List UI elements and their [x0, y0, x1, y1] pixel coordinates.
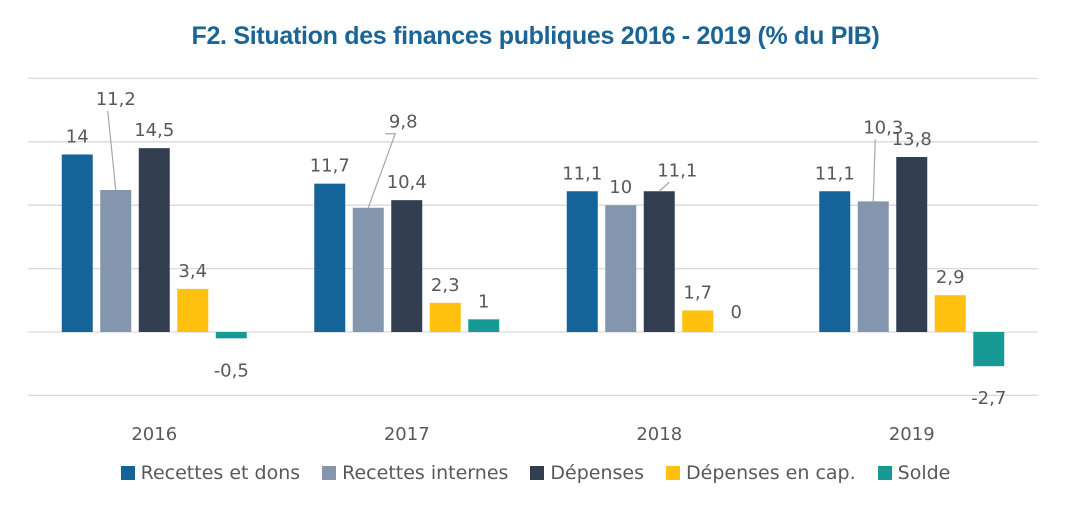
data-label: 1,7 — [683, 282, 712, 303]
leader-line — [658, 181, 670, 192]
bars — [61, 148, 1005, 367]
legend-item: Recettes internes — [322, 462, 508, 484]
bar — [643, 191, 675, 332]
legend-label: Recettes internes — [342, 462, 509, 484]
x-tick-label: 2017 — [384, 424, 430, 445]
leader-line — [872, 139, 876, 202]
data-label: 1 — [478, 291, 489, 312]
data-label: 11,1 — [657, 160, 697, 181]
legend-swatch — [120, 466, 135, 480]
data-label: 10,3 — [863, 117, 903, 138]
data-label: 11,7 — [310, 156, 350, 177]
bar — [177, 288, 209, 332]
data-label: 11,1 — [815, 163, 855, 184]
data-label: 2,9 — [936, 267, 965, 288]
bar — [605, 205, 637, 332]
x-tick-label: 2019 — [889, 424, 935, 445]
bar — [138, 148, 170, 332]
legend-label: Dépenses en cap. — [686, 462, 856, 484]
leader-lines — [107, 110, 876, 208]
legend-item: Dépenses — [530, 462, 644, 484]
leader-line — [367, 133, 397, 208]
legend-item: Dépenses en cap. — [666, 462, 856, 484]
data-label: 10,4 — [387, 172, 427, 193]
legend: Recettes et dons Recettes internes Dépense… — [0, 462, 1071, 484]
chart-title: F2. Situation des finances publiques 201… — [191, 22, 880, 50]
bar — [314, 183, 346, 332]
legend-item: Solde — [877, 462, 951, 484]
legend-item: Recettes et dons — [120, 462, 301, 484]
legend-swatch — [666, 466, 681, 480]
bar — [100, 189, 132, 332]
data-label: 3,4 — [178, 261, 207, 282]
bar — [896, 157, 928, 332]
legend-swatch — [322, 466, 337, 480]
bar — [973, 332, 1005, 367]
bar — [819, 191, 851, 332]
legend-swatch — [877, 466, 892, 480]
data-labels: 14 11,2 14,5 3,4 -0,5 11,7 9,8 10,4 2,3 1 11,1 10 11… — [66, 89, 1007, 409]
x-axis-ticks: 2016 2017 2018 2019 — [131, 424, 934, 445]
bar — [215, 332, 247, 339]
leader-line — [107, 110, 117, 191]
bar — [857, 201, 889, 332]
legend-swatch — [530, 466, 545, 480]
data-label: 9,8 — [389, 112, 418, 133]
bar — [352, 207, 384, 332]
data-label: -0,5 — [214, 360, 249, 381]
bar — [468, 319, 500, 332]
data-label: 11,2 — [96, 89, 136, 110]
legend-label: Dépenses — [550, 462, 645, 484]
x-tick-label: 2016 — [131, 424, 177, 445]
legend-label: Solde — [897, 462, 951, 484]
bar — [61, 154, 93, 332]
bar — [566, 191, 598, 332]
bar — [391, 200, 423, 332]
bar — [429, 302, 461, 332]
data-label: 13,8 — [892, 129, 932, 150]
bar — [934, 295, 966, 332]
data-label: 14,5 — [134, 120, 174, 141]
data-label: -2,7 — [971, 388, 1006, 409]
x-tick-label: 2018 — [636, 424, 682, 445]
data-label: 2,3 — [431, 275, 460, 296]
data-label: 11,1 — [562, 163, 602, 184]
data-label: 10 — [609, 177, 632, 198]
data-label: 0 — [731, 302, 742, 323]
data-label: 14 — [66, 126, 89, 147]
bar — [682, 310, 714, 332]
legend-label: Recettes et dons — [140, 462, 301, 484]
